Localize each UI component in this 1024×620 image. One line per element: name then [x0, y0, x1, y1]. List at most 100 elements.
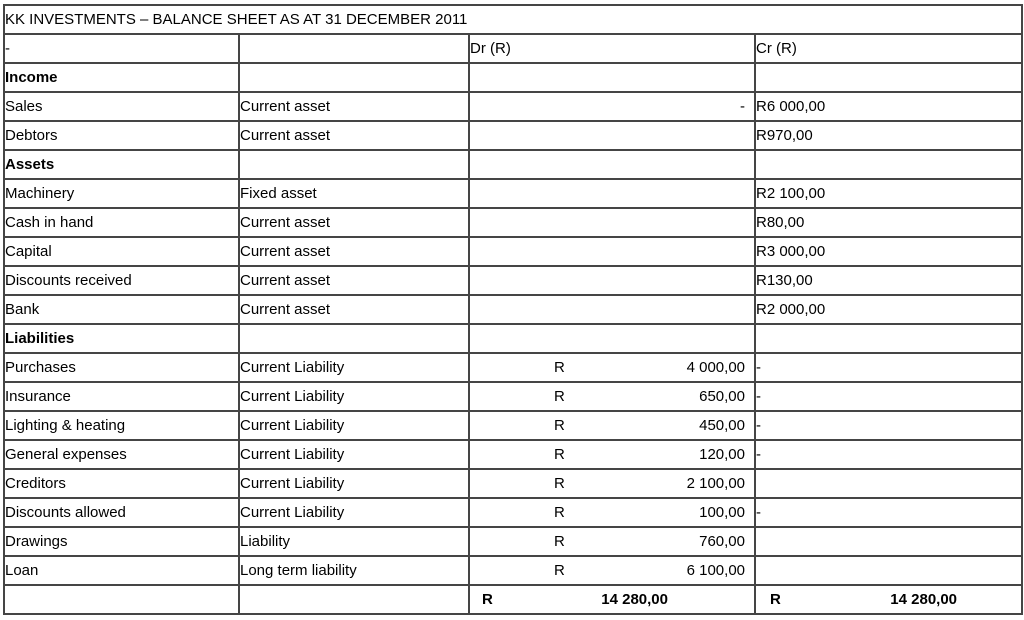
column-header-dr: Dr (R)	[468, 33, 756, 64]
dr-amount-cell: R 650,00	[468, 381, 756, 412]
dr-amount-value: 650,00	[699, 388, 745, 405]
dr-amount-cell	[468, 120, 756, 151]
classification-cell: Current Liability	[238, 410, 470, 441]
dr-amount-value: 100,00	[699, 504, 745, 521]
account-name-cell: Creditors	[3, 468, 240, 499]
item-row: Sales Current asset - R6 000,00	[3, 91, 1024, 122]
cr-amount-cell: R3 000,00	[753, 236, 1024, 267]
total-cr-currency-symbol: R	[770, 591, 781, 608]
column-header-item: -	[3, 33, 240, 64]
account-name-cell: Debtors	[3, 120, 240, 151]
dr-amount-value: 450,00	[699, 417, 745, 434]
total-empty-item-cell	[3, 584, 240, 615]
account-name-cell: Insurance	[3, 381, 240, 412]
dr-amount-value: 760,00	[699, 533, 745, 550]
account-name-cell: Cash in hand	[3, 207, 240, 238]
table-body: Income Sales Current asset - R6 000,00 Debtor…	[3, 62, 1024, 586]
table-footer: R 14 280,00 R 14 280,00	[3, 584, 1024, 615]
account-name-cell: Machinery	[3, 178, 240, 209]
item-row: Purchases Current Liability R 4 000,00-	[3, 352, 1024, 383]
total-dr-amount: 14 280,00	[601, 591, 668, 608]
account-name-cell: Discounts received	[3, 265, 240, 296]
dr-amount-value: -	[740, 98, 745, 115]
dr-currency-symbol: R	[554, 475, 565, 492]
item-row: Machinery Fixed asset R2 100,00	[3, 178, 1024, 209]
dr-currency-symbol: R	[554, 446, 565, 463]
dr-amount-cell: R 450,00	[468, 410, 756, 441]
cr-amount-cell: R2 100,00	[753, 178, 1024, 209]
table-title: KK INVESTMENTS – BALANCE SHEET AS AT 31 …	[2, 4, 1024, 35]
classification-cell: Current asset	[238, 120, 470, 151]
classification-cell: Liability	[238, 526, 470, 557]
dr-amount-cell	[468, 323, 756, 354]
column-header-classification	[238, 33, 470, 64]
dr-amount-value: 4 000,00	[686, 359, 745, 376]
account-name-cell: Loan	[3, 555, 240, 586]
classification-cell: Current Liability	[238, 468, 470, 499]
classification-cell: Current asset	[238, 91, 470, 122]
cr-amount-cell: -	[753, 410, 1024, 441]
item-row: Creditors Current Liability R 2 100,00	[3, 468, 1024, 499]
dr-amount-cell	[468, 62, 756, 93]
cr-amount-cell: R130,00	[753, 265, 1024, 296]
classification-cell: Current Liability	[238, 439, 470, 470]
account-name-cell: Bank	[3, 294, 240, 325]
cr-amount-cell: R80,00	[753, 207, 1024, 238]
item-row: Capital Current asset R3 000,00	[3, 236, 1024, 267]
total-row: R 14 280,00 R 14 280,00	[3, 584, 1024, 615]
item-row: Insurance Current Liability R 650,00-	[3, 381, 1024, 412]
classification-cell	[238, 323, 470, 354]
classification-cell: Current asset	[238, 207, 470, 238]
classification-cell: Current asset	[238, 265, 470, 296]
dr-currency-symbol: R	[554, 359, 565, 376]
cr-amount-cell	[753, 526, 1024, 557]
classification-cell: Long term liability	[238, 555, 470, 586]
classification-cell	[238, 62, 470, 93]
dr-amount-cell	[468, 178, 756, 209]
item-row: Loan Long term liability R 6 100,00	[3, 555, 1024, 586]
item-row: Debtors Current asset R970,00	[3, 120, 1024, 151]
total-cr-amount: 14 280,00	[890, 591, 958, 608]
dr-amount-cell: -	[468, 91, 756, 122]
account-name-cell: Liabilities	[3, 323, 240, 354]
dr-amount-value: 6 100,00	[686, 562, 745, 579]
total-cr-cell: R 14 280,00	[753, 584, 1024, 615]
total-dr-currency-symbol: R	[482, 591, 493, 608]
total-empty-classification-cell	[238, 584, 470, 615]
dr-amount-value: 120,00	[699, 446, 745, 463]
dr-amount-cell: R 2 100,00	[468, 468, 756, 499]
dr-amount-cell: R 6 100,00	[468, 555, 756, 586]
classification-cell: Current asset	[238, 294, 470, 325]
cr-amount-cell: R970,00	[753, 120, 1024, 151]
account-name-cell: Purchases	[3, 352, 240, 383]
cr-amount-cell: -	[753, 497, 1024, 528]
cr-amount-cell	[753, 468, 1024, 499]
item-row: General expenses Current Liability R 120,00…	[3, 439, 1024, 470]
cr-amount-cell	[753, 149, 1024, 180]
section-row: Income	[3, 62, 1024, 93]
item-row: Drawings Liability R 760,00	[3, 526, 1024, 557]
account-name-cell: Assets	[3, 149, 240, 180]
dr-amount-cell	[468, 236, 756, 267]
dr-currency-symbol: R	[554, 533, 565, 550]
section-row: Liabilities	[3, 323, 1024, 354]
account-name-cell: General expenses	[3, 439, 240, 470]
account-name-cell: Sales	[3, 91, 240, 122]
dr-amount-cell: R 4 000,00	[468, 352, 756, 383]
dr-amount-cell	[468, 149, 756, 180]
dr-currency-symbol: R	[554, 388, 565, 405]
dr-amount-cell	[468, 265, 756, 296]
cr-amount-cell	[753, 323, 1024, 354]
cr-amount-cell	[753, 62, 1024, 93]
dr-currency-symbol: R	[554, 417, 565, 434]
dr-amount-cell: R 100,00	[468, 497, 756, 528]
item-row: Cash in hand Current asset R80,00	[3, 207, 1024, 238]
cr-amount-cell: R2 000,00	[753, 294, 1024, 325]
dr-amount-cell: R 120,00	[468, 439, 756, 470]
classification-cell	[238, 149, 470, 180]
dr-currency-symbol: R	[554, 562, 565, 579]
title-row: KK INVESTMENTS – BALANCE SHEET AS AT 31 …	[2, 4, 1024, 35]
dr-amount-cell: R 760,00	[468, 526, 756, 557]
cr-amount-cell: R6 000,00	[753, 91, 1024, 122]
item-row: Bank Current asset R2 000,00	[3, 294, 1024, 325]
